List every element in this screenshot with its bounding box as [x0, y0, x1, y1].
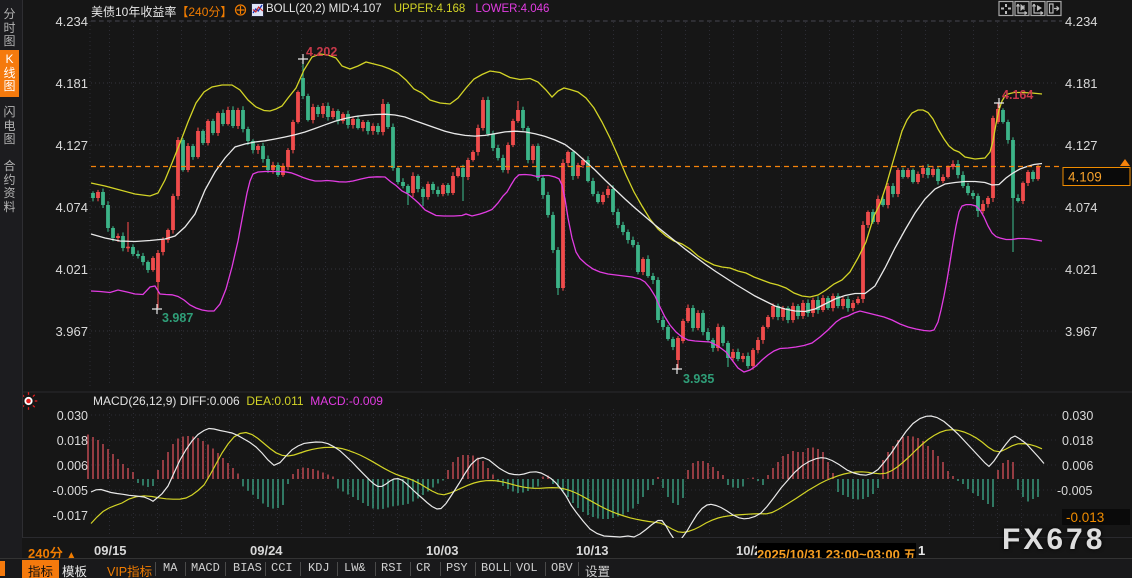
svg-text:4.202: 4.202: [306, 45, 337, 59]
svg-text:0.018: 0.018: [57, 434, 88, 448]
svg-text:4.234: 4.234: [55, 14, 88, 29]
svg-text:4.164: 4.164: [1002, 88, 1033, 102]
svg-text:4.234: 4.234: [1065, 14, 1098, 29]
svg-text:4.127: 4.127: [1065, 138, 1098, 153]
svg-text:4.127: 4.127: [55, 138, 88, 153]
svg-text:4.074: 4.074: [55, 200, 88, 215]
svg-text:-0.005: -0.005: [1057, 484, 1092, 498]
svg-text:-0.013: -0.013: [1066, 510, 1104, 525]
svg-text:0.030: 0.030: [1062, 409, 1093, 423]
svg-text:4.109: 4.109: [1068, 170, 1102, 185]
svg-text:0.006: 0.006: [1062, 459, 1093, 473]
svg-text:0.018: 0.018: [1062, 434, 1093, 448]
svg-text:0.006: 0.006: [57, 459, 88, 473]
svg-text:-0.005: -0.005: [53, 484, 88, 498]
svg-text:0.030: 0.030: [57, 409, 88, 423]
svg-text:4.074: 4.074: [1065, 200, 1098, 215]
svg-text:4.021: 4.021: [1065, 262, 1098, 277]
svg-text:3.935: 3.935: [683, 372, 714, 386]
svg-text:3.967: 3.967: [55, 324, 88, 339]
svg-text:4.181: 4.181: [55, 76, 88, 91]
svg-text:3.987: 3.987: [162, 311, 193, 325]
svg-text:4.021: 4.021: [55, 262, 88, 277]
svg-text:3.967: 3.967: [1065, 324, 1098, 339]
svg-text:-0.017: -0.017: [53, 509, 88, 523]
svg-text:4.181: 4.181: [1065, 76, 1098, 91]
